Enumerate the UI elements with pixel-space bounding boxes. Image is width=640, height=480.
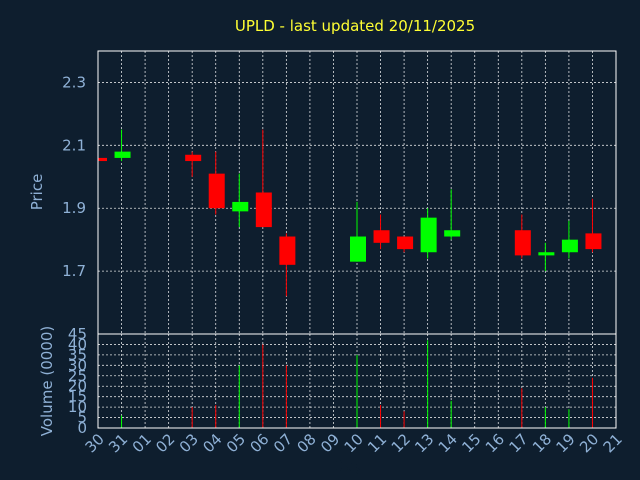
x-tick-label: 10 <box>341 430 367 456</box>
x-tick-label: 06 <box>246 430 272 456</box>
volume-tick-label: 10 <box>68 398 87 416</box>
candle-down <box>255 192 272 228</box>
x-tick-label: 11 <box>364 430 390 456</box>
x-tick-label: 14 <box>435 430 461 456</box>
volume-tick-label: 0 <box>77 419 87 437</box>
volume-tick-label: 20 <box>68 377 87 395</box>
candle-down <box>585 233 602 250</box>
volume-tick-label: 5 <box>77 409 87 427</box>
x-tick-label: 08 <box>294 430 320 456</box>
x-tick-label: 17 <box>505 430 531 456</box>
x-tick-label: 13 <box>411 430 437 456</box>
candle-up <box>420 217 437 253</box>
x-tick-label: 20 <box>576 430 602 456</box>
candle-up <box>232 201 249 212</box>
x-axis-label: Day <box>333 457 363 475</box>
x-tick-label: 18 <box>529 430 555 456</box>
candle-down <box>514 230 531 256</box>
price-tick-label: 1.7 <box>62 262 86 280</box>
candle-down <box>98 157 107 162</box>
volume-tick-label: 40 <box>68 335 87 353</box>
x-tick-label: 15 <box>458 430 484 456</box>
candle-down <box>279 236 296 265</box>
price-panel: 1.7 1.9 2.1 2.3 <box>62 50 617 335</box>
x-axis: 3031010203040506070809101112131415161718… <box>82 430 626 456</box>
price-tick-label: 1.9 <box>62 199 86 217</box>
candles <box>98 129 602 297</box>
x-tick-label: 21 <box>600 430 626 456</box>
candle-up <box>114 151 131 158</box>
candle-up <box>350 236 366 262</box>
price-tick-label: 2.1 <box>62 136 86 154</box>
volume-axis-label: Volume (0000) <box>38 326 56 436</box>
volume-tick-label: 25 <box>68 367 87 385</box>
x-tick-label: 05 <box>223 430 249 456</box>
candle-up <box>538 252 555 256</box>
x-tick-label: 09 <box>317 430 343 456</box>
candle-down <box>185 154 202 162</box>
candle-up <box>561 239 578 253</box>
candle-down <box>373 230 390 243</box>
volume-tick-label: 15 <box>68 388 87 406</box>
price-tick-label: 2.3 <box>62 73 86 91</box>
x-tick-label: 07 <box>270 430 296 456</box>
price-axis-label: Price <box>28 174 46 211</box>
volume-frame <box>97 333 617 429</box>
x-tick-label: 01 <box>129 430 155 456</box>
volume-tick-label: 30 <box>68 356 87 374</box>
x-tick-label: 12 <box>388 430 414 456</box>
x-tick-label: 02 <box>152 430 178 456</box>
x-tick-label: 03 <box>176 430 202 456</box>
volume-tick-label: 45 <box>68 325 87 343</box>
x-tick-label: 19 <box>553 430 579 456</box>
chart-title: UPLD - last updated 20/11/2025 <box>235 17 475 35</box>
x-tick-label: 04 <box>199 430 225 456</box>
x-tick-label: 16 <box>482 430 508 456</box>
x-tick-label: 31 <box>105 430 131 456</box>
candle-up <box>444 230 461 237</box>
volume-tick-label: 35 <box>68 346 87 364</box>
candle-down <box>208 173 225 209</box>
candle-down <box>397 236 414 250</box>
